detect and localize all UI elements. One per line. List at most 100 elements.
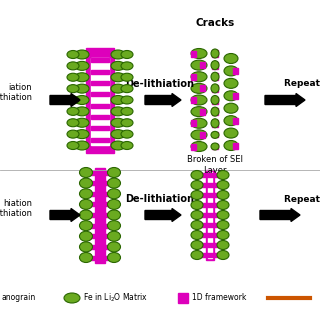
Ellipse shape: [67, 51, 79, 59]
Bar: [206, 170, 214, 260]
FancyArrow shape: [50, 209, 80, 221]
Ellipse shape: [111, 50, 125, 59]
Ellipse shape: [121, 141, 133, 149]
Ellipse shape: [75, 84, 89, 93]
Ellipse shape: [191, 201, 203, 210]
Bar: [201, 253, 219, 257]
Bar: [233, 118, 238, 124]
Ellipse shape: [111, 130, 125, 139]
Ellipse shape: [211, 107, 219, 116]
Bar: [90, 245, 110, 249]
Ellipse shape: [191, 190, 203, 199]
Ellipse shape: [67, 119, 79, 127]
Ellipse shape: [79, 189, 92, 199]
Bar: [91, 81, 109, 85]
FancyArrow shape: [265, 93, 305, 107]
Ellipse shape: [191, 60, 207, 70]
Ellipse shape: [217, 241, 229, 250]
Ellipse shape: [191, 230, 203, 239]
Ellipse shape: [79, 242, 92, 252]
Ellipse shape: [111, 84, 125, 93]
Bar: [201, 243, 219, 247]
Ellipse shape: [217, 201, 229, 210]
Ellipse shape: [211, 119, 219, 128]
Ellipse shape: [111, 61, 125, 70]
Ellipse shape: [211, 72, 219, 81]
Bar: [233, 68, 238, 74]
Ellipse shape: [211, 49, 219, 58]
Text: Cracks: Cracks: [196, 18, 235, 28]
Text: Broken of SEI
Layer: Broken of SEI Layer: [187, 155, 243, 175]
Ellipse shape: [75, 107, 89, 116]
Ellipse shape: [111, 141, 125, 150]
Text: Repeated cyc: Repeated cyc: [284, 79, 320, 89]
Bar: [86, 47, 114, 153]
Ellipse shape: [79, 231, 92, 241]
Text: Repeated cyc: Repeated cyc: [284, 195, 320, 204]
Ellipse shape: [191, 95, 207, 105]
Ellipse shape: [64, 293, 80, 303]
Bar: [201, 183, 219, 187]
Bar: [91, 126, 109, 131]
Ellipse shape: [224, 91, 238, 101]
Bar: [90, 255, 110, 260]
Ellipse shape: [191, 220, 203, 229]
Bar: [201, 213, 219, 217]
Text: lithiation: lithiation: [0, 93, 32, 102]
Ellipse shape: [79, 178, 92, 188]
Ellipse shape: [79, 199, 92, 209]
Ellipse shape: [217, 190, 229, 199]
Ellipse shape: [121, 130, 133, 138]
Bar: [212, 132, 218, 137]
Text: hiation: hiation: [3, 198, 32, 207]
Ellipse shape: [224, 116, 238, 126]
Ellipse shape: [121, 108, 133, 116]
Bar: [90, 181, 110, 185]
Bar: [91, 115, 109, 119]
Ellipse shape: [121, 84, 133, 92]
Bar: [201, 233, 219, 237]
Text: 1D framework: 1D framework: [192, 293, 246, 302]
Ellipse shape: [75, 61, 89, 70]
Text: De-lithiation: De-lithiation: [125, 79, 195, 89]
Ellipse shape: [224, 140, 238, 150]
Bar: [212, 97, 218, 103]
Bar: [90, 213, 110, 217]
Bar: [191, 120, 196, 126]
Bar: [95, 167, 105, 262]
Bar: [201, 173, 219, 177]
Bar: [91, 58, 109, 62]
Ellipse shape: [191, 118, 207, 128]
Bar: [200, 108, 205, 115]
Bar: [200, 62, 205, 68]
Bar: [212, 144, 218, 149]
Text: De-lithiation: De-lithiation: [125, 194, 195, 204]
Bar: [212, 108, 218, 115]
Bar: [212, 62, 218, 68]
Ellipse shape: [191, 72, 207, 82]
Ellipse shape: [108, 210, 121, 220]
Bar: [91, 138, 109, 142]
Ellipse shape: [67, 130, 79, 138]
Ellipse shape: [121, 73, 133, 81]
Bar: [90, 234, 110, 238]
FancyArrow shape: [50, 93, 80, 107]
Bar: [212, 85, 218, 92]
Bar: [191, 97, 196, 103]
Ellipse shape: [191, 141, 207, 151]
Bar: [91, 58, 109, 145]
Ellipse shape: [224, 66, 238, 76]
Ellipse shape: [217, 220, 229, 229]
Ellipse shape: [75, 73, 89, 82]
Ellipse shape: [211, 84, 219, 93]
Ellipse shape: [108, 178, 121, 188]
Bar: [208, 172, 212, 258]
Ellipse shape: [111, 118, 125, 127]
Ellipse shape: [75, 130, 89, 139]
Ellipse shape: [191, 241, 203, 250]
Ellipse shape: [79, 220, 92, 231]
Bar: [191, 143, 196, 149]
Ellipse shape: [108, 199, 121, 209]
Ellipse shape: [75, 50, 89, 59]
Ellipse shape: [211, 143, 219, 150]
